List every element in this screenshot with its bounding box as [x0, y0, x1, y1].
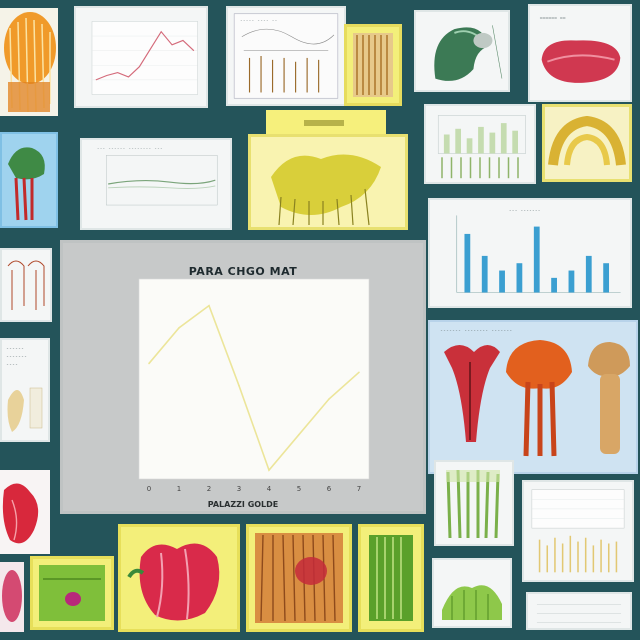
green-leaf-illustration: [39, 565, 105, 621]
right-chart-bar: [603, 263, 610, 293]
thumbnail-series-line: [95, 30, 195, 81]
red-organ-yellow-tile: [118, 524, 240, 632]
main-chart-x-tick-label: 0: [147, 485, 151, 493]
green-red-specimen-tile: [0, 132, 58, 228]
main-chart-series-line: [148, 304, 360, 472]
document-fragment-left-svg: ------ ------- ----: [6, 346, 43, 432]
svg-text:------- -------- -------: ------- -------- -------: [440, 328, 512, 334]
svg-text:------: ------: [6, 346, 24, 352]
yellow-folded-tissue-tile: [248, 134, 408, 230]
document-fragment-left-tile: ------ ------- ----: [0, 338, 50, 442]
striated-muscle-yellow-tile: [246, 524, 352, 632]
svg-text:-------: -------: [6, 354, 27, 360]
grid-chart-bottom-right-svg: [531, 489, 625, 573]
green-leaf-yellow-tile: [30, 556, 114, 630]
right-chart-bar: [464, 233, 471, 293]
plain-table-bottom-right-tile: [526, 592, 632, 630]
right-bar-series: [464, 226, 610, 293]
right-chart-bar: [499, 270, 505, 293]
right-chart-bar: [533, 226, 540, 293]
red-muscle-left-tile: [0, 470, 50, 554]
yellow-arch-tissue-tile: [542, 104, 632, 182]
striated-muscle-illustration: [255, 533, 343, 623]
green-stalk-yellow-tile: [358, 524, 424, 632]
red-organ-illustration: [127, 543, 220, 621]
right-chart-bar: [516, 263, 523, 293]
svg-text:--- -------: --- -------: [509, 209, 541, 214]
green-tissue-bottom-tile: [432, 558, 512, 628]
anatomy-illustration-panel: ------- -------- -------: [428, 320, 638, 474]
right-chart-bar: [585, 255, 592, 293]
main-line-chart-svg: 0 1 2 3 4 5 6 7: [138, 278, 370, 493]
orange-tissue-illustration: [4, 12, 56, 113]
main-chart-x-axis-label: PALAZZI GOLDE: [207, 500, 279, 509]
main-chart-x-tick-label: 7: [357, 485, 361, 493]
main-line-chart-panel: PARA CHGO MAT 0 1 2 3 4 5 6 7 PALAZZI GOLDE: [60, 240, 426, 514]
main-chart-data-point: [298, 433, 300, 436]
main-chart-data-point: [148, 362, 150, 365]
yellow-label-strip: [266, 110, 386, 136]
main-chart-data-point: [328, 398, 330, 400]
sketch-diagram-left-svg: [7, 260, 45, 310]
green-red-specimen-illustration: [8, 147, 45, 221]
orange-mushroom-structure: [506, 340, 572, 457]
yellow-arch-illustration: [545, 107, 629, 179]
main-chart-x-tick-label: 5: [297, 485, 301, 493]
main-chart-x-tick-label: 2: [207, 485, 211, 493]
right-chart-bar: [568, 270, 575, 293]
diagram-sketch-tile: ----- ---- --: [226, 6, 346, 106]
green-specimen-tile: [414, 10, 510, 92]
red-tissue-section-tile: ====== ==: [528, 4, 632, 102]
main-chart-data-point: [358, 371, 360, 374]
sketch-diagram-left-tile: [0, 248, 52, 322]
main-chart-x-tick-label: 6: [327, 485, 332, 493]
thumbnail-line-plot: [91, 21, 198, 95]
svg-text:--- ------ -------- ---: --- ------ -------- ---: [97, 147, 163, 152]
main-chart-x-ticks: 0 1 2 3 4 5 6 7: [147, 485, 361, 493]
bar-and-tissue-chart-tile: [424, 104, 536, 184]
main-chart-x-tick-label: 3: [237, 485, 241, 493]
main-chart-title: PARA CHGO MAT: [188, 265, 298, 278]
diagram-sketch-svg: ----- ---- --: [233, 13, 339, 99]
smooth-line-chart-tile: --- ------ -------- ---: [80, 138, 232, 230]
green-stalk-illustration: [369, 535, 413, 621]
line-chart-thumbnail-svg: [91, 21, 198, 95]
grid-chart-bottom-right-tile: [522, 480, 634, 582]
yellow-folded-tissue-illustration: [251, 137, 405, 227]
columnar-tissue-illustration: [353, 33, 393, 97]
pink-tissue-bottom-left-svg: [2, 570, 22, 622]
red-vessel-structure: [444, 345, 500, 442]
bar-tissue-chart-svg: [437, 115, 526, 179]
svg-text:====== ==: ====== ==: [540, 16, 566, 21]
main-chart-data-point: [208, 304, 210, 307]
yellow-label-strip-svg: [304, 120, 344, 126]
main-chart-data-point: [238, 384, 240, 387]
main-chart-data-point: [178, 327, 180, 329]
svg-text:----- ---- --: ----- ---- --: [240, 18, 278, 23]
green-tissue-bottom-svg: [442, 585, 502, 620]
plain-table-svg: [536, 604, 622, 623]
green-fiber-tile: [434, 460, 514, 546]
bar-chart-right-svg: --- -------: [456, 209, 621, 293]
tan-mushroom-structure: [588, 342, 630, 454]
red-muscle-left-illustration: [2, 483, 39, 544]
green-fiber-illustration: [446, 469, 500, 539]
main-chart-x-tick-label: 4: [267, 485, 272, 493]
main-chart-data-point: [268, 469, 270, 471]
right-chart-bar: [551, 277, 557, 293]
smooth-line-chart-svg: --- ------ -------- ---: [97, 147, 218, 206]
orange-tissue-image-tile: [0, 8, 58, 116]
main-chart-x-tick-label: 1: [177, 485, 181, 493]
pink-tissue-bottom-left-tile: [0, 562, 24, 632]
right-chart-bar: [481, 255, 488, 293]
green-specimen-illustration: [434, 25, 503, 81]
main-chart-series: [148, 304, 360, 472]
anatomy-illustration-svg: ------- -------- -------: [440, 328, 630, 457]
bar-chart-right-tile: --- -------: [428, 198, 632, 308]
line-chart-thumbnail-top: [74, 6, 208, 108]
red-tissue-illustration: ====== ==: [540, 16, 621, 83]
svg-text:----: ----: [6, 362, 18, 368]
columnar-tissue-yellow-tile: [344, 24, 402, 106]
main-chart-plot-area: [138, 278, 370, 480]
